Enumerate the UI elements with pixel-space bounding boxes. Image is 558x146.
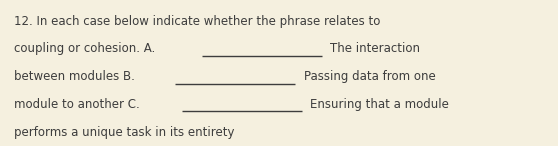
- Text: module to another C.: module to another C.: [14, 98, 140, 111]
- Text: The interaction: The interaction: [330, 42, 420, 55]
- Text: 12. In each case below indicate whether the phrase relates to: 12. In each case below indicate whether …: [14, 15, 381, 28]
- Text: performs a unique task in its entirety: performs a unique task in its entirety: [14, 126, 234, 139]
- Text: Passing data from one: Passing data from one: [304, 70, 436, 83]
- Text: Ensuring that a module: Ensuring that a module: [310, 98, 449, 111]
- Text: coupling or cohesion. A.: coupling or cohesion. A.: [14, 42, 155, 55]
- Text: between modules B.: between modules B.: [14, 70, 135, 83]
